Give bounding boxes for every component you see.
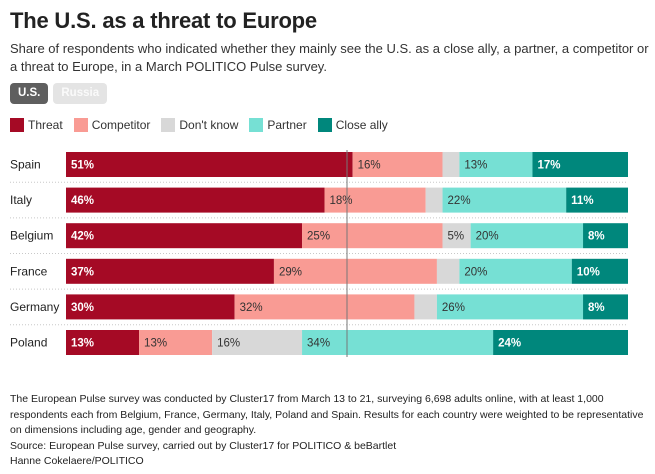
legend-label: Close ally <box>335 118 388 132</box>
bar-segment-competitor <box>302 223 443 249</box>
data-label: 13% <box>71 338 94 350</box>
bar-segment-threat <box>66 330 140 355</box>
bar-segment-competitor <box>273 258 437 284</box>
legend-label: Competitor <box>91 118 151 132</box>
chart-subtitle: Share of respondents who indicated wheth… <box>10 41 649 74</box>
data-label: 37% <box>71 266 94 278</box>
data-label: 8% <box>588 231 605 243</box>
chart-title: The U.S. as a threat to Europe <box>10 8 317 33</box>
data-label: 8% <box>588 302 605 314</box>
bar-segment-close-ally <box>583 223 628 249</box>
bar-segment-competitor <box>139 330 213 355</box>
methodology-note: The European Pulse survey was conducted … <box>10 393 644 436</box>
bar-segment-threat <box>66 258 274 284</box>
credit: Hanne Cokelaere/POLITICO <box>10 455 144 467</box>
data-label: 17% <box>537 160 560 172</box>
data-label: 29% <box>279 266 302 278</box>
bar-segment-close-ally <box>583 294 628 320</box>
bar-segment-don-t-know <box>442 223 471 249</box>
data-label: 42% <box>71 231 94 243</box>
legend-label: Don't know <box>179 118 239 132</box>
data-label: 16% <box>217 338 240 350</box>
data-label: 30% <box>71 302 94 314</box>
bar-segment-threat <box>66 152 353 177</box>
bar-segment-partner <box>470 223 584 249</box>
source-note: Source: European Pulse survey, carried o… <box>10 439 397 452</box>
data-label: 51% <box>71 160 94 172</box>
legend-label: Partner <box>267 118 307 132</box>
legend-swatch-dont-know <box>161 118 176 132</box>
bar-segment-threat <box>66 294 235 320</box>
stacked-bar-chart: Spain 51% 16% 13% 17% Italy 46% 18% 22% 11% Belgiu… <box>10 150 628 357</box>
data-label: 32% <box>240 302 263 314</box>
bar-segment-partner <box>459 258 572 284</box>
data-label: 16% <box>358 160 381 172</box>
data-label: 22% <box>448 195 471 207</box>
bar-segment-close-ally <box>566 187 628 213</box>
legend-item-close-ally: Close ally <box>317 118 388 132</box>
data-label: 13% <box>464 160 487 172</box>
bar-segment-threat <box>66 187 325 213</box>
legend-swatch-competitor <box>73 118 88 132</box>
bar-segment-partner <box>459 152 533 177</box>
bar-segment-competitor <box>234 294 415 320</box>
data-label: 20% <box>476 231 499 243</box>
data-label: 26% <box>442 302 465 314</box>
bar-segment-competitor <box>324 187 426 213</box>
data-label: 10% <box>577 266 600 278</box>
bar-segment-partner <box>442 187 567 213</box>
bar-segment-don-t-know <box>414 294 437 320</box>
country-label: France <box>10 264 48 278</box>
legend-swatch-partner <box>249 118 264 132</box>
legend-item-threat: Threat <box>10 118 63 132</box>
data-label: 34% <box>307 338 330 350</box>
bar-segment-partner <box>436 294 584 320</box>
footer: The European Pulse survey was conducted … <box>10 392 650 470</box>
bar-segment-close-ally <box>532 152 628 177</box>
bar-segment-don-t-know <box>442 152 460 177</box>
legend-item-dont-know: Don't know <box>161 118 238 132</box>
bar-segment-don-t-know <box>425 187 443 213</box>
country-label: Poland <box>10 336 47 350</box>
data-label: 11% <box>571 195 593 207</box>
data-label: 25% <box>307 231 330 243</box>
country-label: Belgium <box>10 229 53 243</box>
legend-item-competitor: Competitor <box>73 118 151 132</box>
country-label: Spain <box>10 158 41 172</box>
legend-label: Threat <box>28 118 63 132</box>
legend-swatch-threat <box>10 118 24 132</box>
legend-swatch-close-ally <box>317 118 332 132</box>
data-label: 46% <box>71 195 94 207</box>
bar-segment-partner <box>302 330 494 355</box>
bar-segment-don-t-know <box>436 258 460 284</box>
toggle-us[interactable]: U.S. <box>10 83 49 104</box>
country-label: Italy <box>10 193 32 207</box>
data-label: 5% <box>448 231 465 243</box>
country-label: Germany <box>10 300 59 314</box>
bar-segment-close-ally <box>493 330 628 355</box>
bar-segment-competitor <box>352 152 443 177</box>
data-label: 13% <box>144 338 167 350</box>
data-label: 20% <box>464 266 487 278</box>
bar-segment-close-ally <box>571 258 628 284</box>
bar-segment-threat <box>66 223 303 249</box>
bar-segment-don-t-know <box>212 330 303 355</box>
data-label: 24% <box>498 338 521 350</box>
toggle-russia[interactable]: Russia <box>53 83 108 104</box>
country-toggle-group: U.S. Russia <box>10 83 108 104</box>
data-label: 18% <box>330 195 353 207</box>
legend: Threat Competitor Don't know Partner Clo… <box>10 118 388 132</box>
legend-item-partner: Partner <box>249 118 307 132</box>
